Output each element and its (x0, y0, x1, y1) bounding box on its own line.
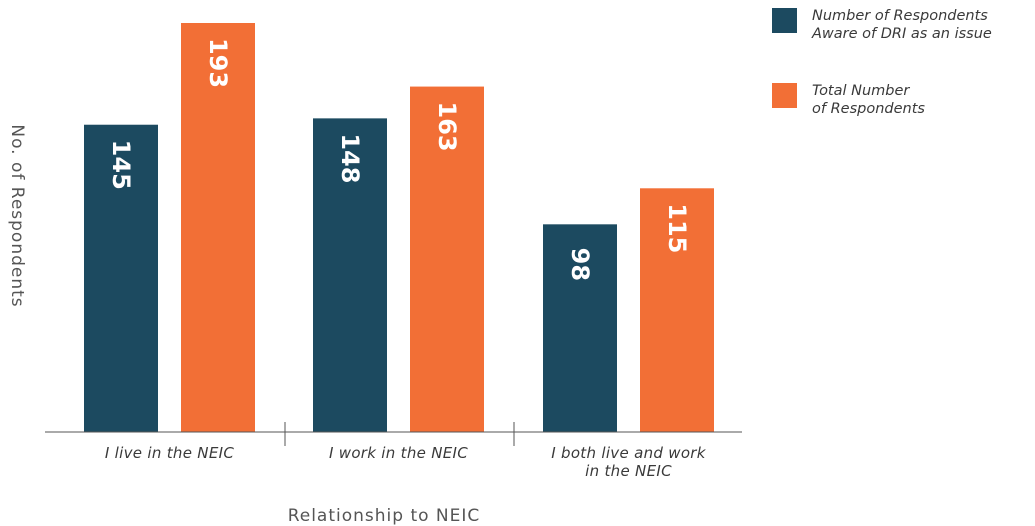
legend-label: Aware of DRI as an issue (811, 26, 992, 42)
value-label: 163 (433, 102, 461, 152)
bars-layer (84, 23, 714, 432)
x-axis-title: Relationship to NEIC (288, 506, 481, 526)
value-labels-layer: 145 193 148 163 98 115 (107, 38, 691, 281)
legend-label: of Respondents (812, 101, 925, 117)
legend-swatch (772, 8, 797, 33)
legend-label: Number of Respondents (812, 8, 988, 24)
category-label: in the NEIC (585, 462, 672, 480)
value-label: 148 (336, 133, 364, 183)
bar (181, 23, 255, 432)
bar (640, 188, 714, 432)
legend-label: Total Number (812, 83, 910, 99)
category-label: I live in the NEIC (105, 444, 234, 462)
category-labels: I live in the NEIC I work in the NEIC I bo… (105, 444, 707, 480)
bar (84, 124, 158, 432)
bar (410, 86, 484, 432)
legend-swatch (772, 83, 797, 108)
value-label: 193 (204, 38, 232, 88)
legend: Number of Respondents Aware of DRI as an … (772, 8, 992, 117)
category-label: I both live and work (551, 444, 707, 462)
category-label: I work in the NEIC (329, 444, 468, 462)
value-label: 145 (107, 140, 135, 190)
value-label: 115 (663, 203, 691, 253)
value-label: 98 (566, 248, 594, 281)
bar (313, 118, 387, 432)
y-axis-title: No. of Respondents (7, 124, 27, 307)
bar (543, 224, 617, 432)
